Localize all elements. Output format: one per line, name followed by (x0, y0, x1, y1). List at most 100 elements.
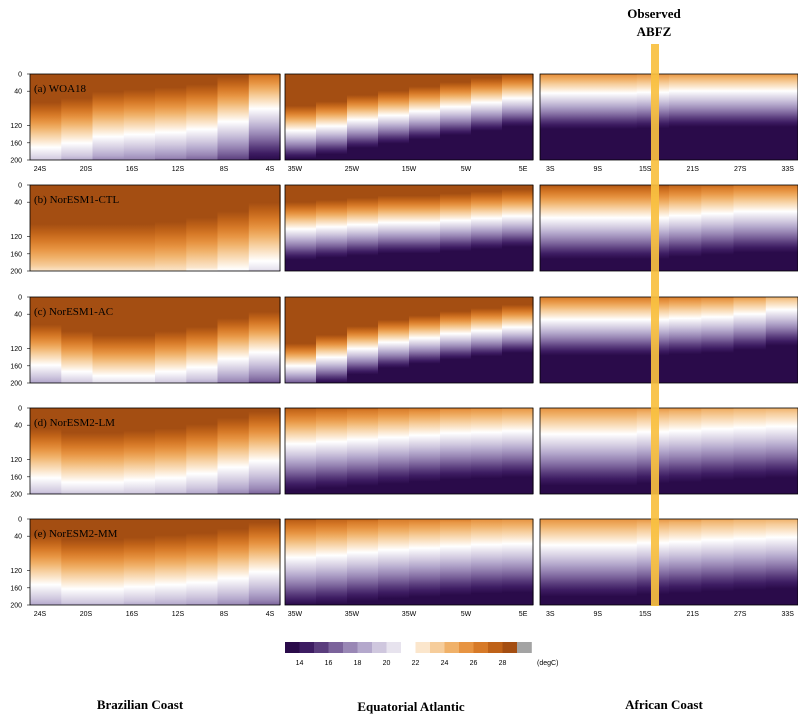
y-tick-label: 120 (10, 568, 22, 575)
heatmap-cell (248, 519, 281, 605)
y-tick-label: 0 (18, 72, 22, 79)
heatmap-cell (347, 519, 379, 605)
colorbar-tick-label: 28 (499, 660, 507, 667)
panel-grid (29, 73, 798, 606)
heatmap-cell (701, 408, 735, 494)
heatmap-cell (669, 519, 702, 605)
y-tick-label: 160 (10, 474, 22, 481)
heatmap-cell (378, 408, 410, 494)
y-tick-label: 40 (14, 200, 22, 207)
heatmap-cell (186, 519, 219, 605)
colorbar-swatch (314, 642, 329, 653)
y-tick-label: 120 (10, 457, 22, 464)
colorbar-swatch (401, 642, 416, 653)
heatmap-cell (186, 297, 219, 383)
y-tick-label: 40 (14, 423, 22, 430)
heatmap-cell (30, 408, 62, 494)
heatmap-cell (409, 74, 441, 160)
heatmap-cell (733, 408, 767, 494)
heatmap-cell (186, 185, 219, 271)
heatmap-cell (92, 408, 125, 494)
heatmap-cell (604, 408, 638, 494)
section-label-brazilian-coast: Brazilian Coast (97, 697, 184, 712)
colorbar-swatch (343, 642, 358, 653)
y-tick-label: 160 (10, 585, 22, 592)
x-tick-label: 4S (266, 166, 275, 173)
x-tick-label: 5E (519, 166, 528, 173)
x-tick-label: 3S (546, 166, 555, 173)
y-tick-label: 0 (18, 406, 22, 413)
colorbar-swatch (299, 642, 315, 653)
heatmap-cell (316, 185, 348, 271)
x-tick-label: 24S (34, 166, 47, 173)
heatmap-cell (440, 297, 472, 383)
y-tick-label: 200 (10, 381, 22, 388)
panel-frame (539, 184, 798, 272)
panel-frame (29, 184, 281, 272)
y-tick-label: 0 (18, 183, 22, 190)
panel-frame (539, 73, 798, 161)
x-tick-label: 8S (220, 611, 229, 618)
x-tick-label: 16S (126, 166, 139, 173)
y-tick-label: 200 (10, 603, 22, 610)
heatmap-cell (92, 74, 125, 160)
y-tick-label: 200 (10, 269, 22, 276)
y-tick-label: 0 (18, 295, 22, 302)
heatmap-cell (217, 519, 250, 605)
heatmap-cell (378, 519, 410, 605)
heatmap-cell (765, 408, 798, 494)
heatmap-cell (701, 297, 735, 383)
colorbar-tick-label: 20 (383, 660, 391, 667)
heatmap-cell (347, 74, 379, 160)
heatmap-cell (604, 519, 638, 605)
x-tick-label: 35W (345, 611, 360, 618)
heatmap-cell (701, 185, 735, 271)
heatmap-cell (572, 297, 606, 383)
heatmap-cell (217, 297, 250, 383)
panel-frame (29, 407, 281, 495)
heatmap-cell (217, 74, 250, 160)
colorbar-swatch (517, 642, 532, 653)
heatmap-cell (572, 408, 606, 494)
heatmap-cell (248, 74, 281, 160)
heatmap-cell (378, 74, 410, 160)
heatmap-cell (248, 185, 281, 271)
x-tick-label: 35W (402, 611, 417, 618)
x-tick-label: 33S (781, 166, 794, 173)
heatmap-cell (248, 408, 281, 494)
y-tick-label: 160 (10, 251, 22, 258)
heatmap-cell (155, 408, 187, 494)
panel-frame (284, 184, 534, 272)
heatmap-cell (347, 297, 379, 383)
colorbar: 14 16 18 20 22 24 26 28 (285, 642, 532, 667)
x-tick-label: 5E (519, 611, 528, 618)
heatmap-cell (30, 185, 62, 271)
heatmap-cell (669, 74, 702, 160)
heatmap-cell (285, 519, 317, 605)
heatmap-cell (765, 74, 798, 160)
x-tick-label: 35W (288, 166, 303, 173)
x-tick-label: 8S (220, 166, 229, 173)
panel-frame (284, 296, 534, 384)
heatmap-cell (701, 74, 735, 160)
heatmap-cell (316, 519, 348, 605)
heatmap-cell (92, 519, 125, 605)
colorbar-unit: (degC) (537, 660, 558, 667)
panel-label: (d) NorESM2-LM (34, 417, 115, 429)
heatmap-cell (604, 74, 638, 160)
heatmap-cell (540, 185, 573, 271)
observed-title-line2: ABFZ (637, 24, 672, 39)
heatmap-cell (316, 297, 348, 383)
heatmap-cell (61, 297, 94, 383)
colorbar-tick-label: 14 (296, 660, 304, 667)
heatmap-cell (378, 297, 410, 383)
heatmap-cell (186, 408, 219, 494)
panel-frame (29, 73, 281, 161)
heatmap-cell (572, 74, 606, 160)
panel-label: (c) NorESM1-AC (34, 306, 113, 318)
heatmap-cell (155, 185, 187, 271)
heatmap-cell (502, 185, 534, 271)
x-tick-label: 33S (781, 611, 794, 618)
y-tick-label: 40 (14, 312, 22, 319)
heatmap-cell (123, 297, 156, 383)
